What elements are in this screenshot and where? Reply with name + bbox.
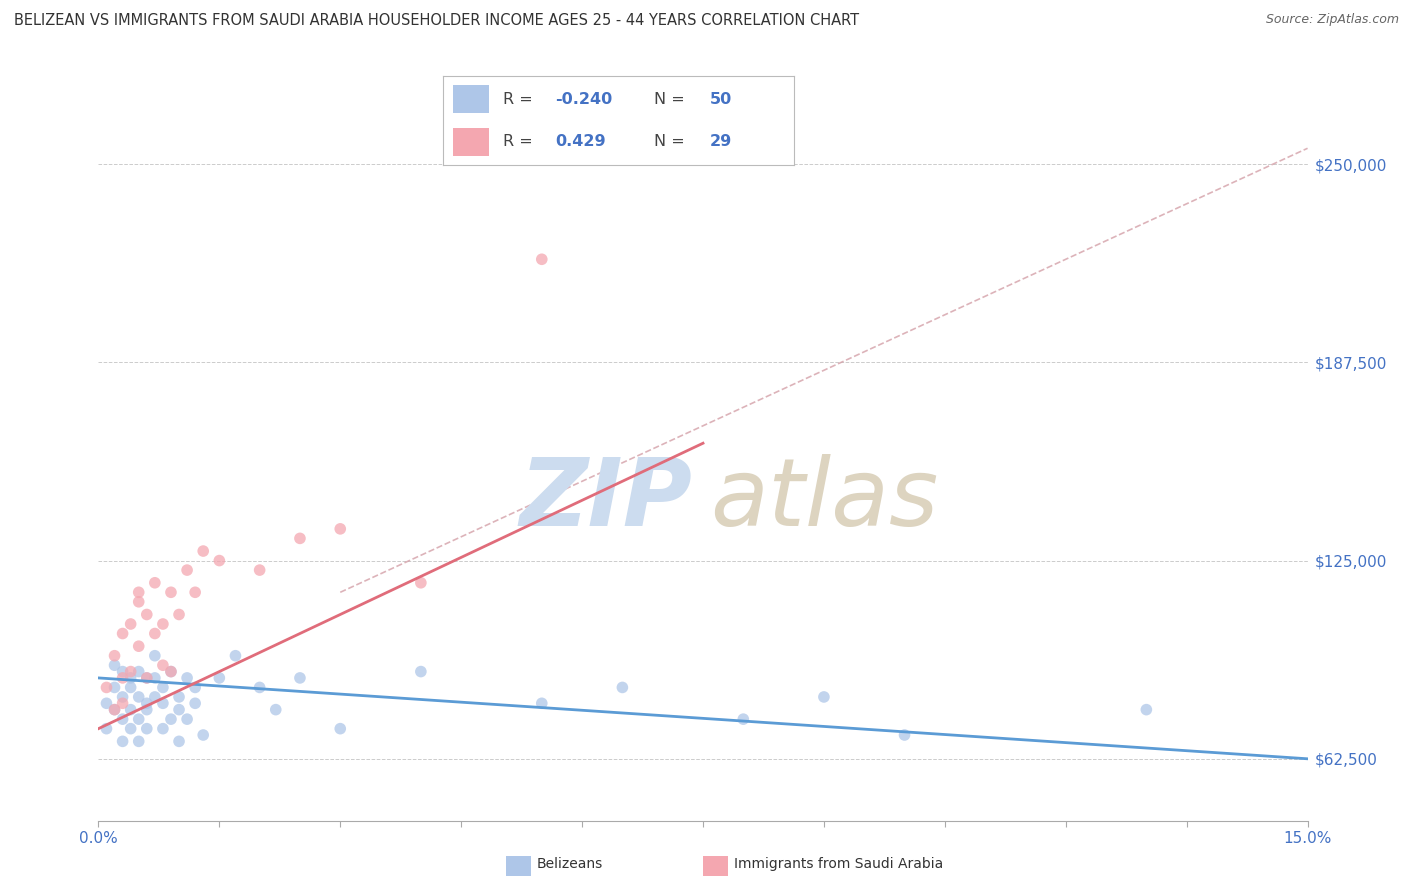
Point	[128, 595, 150, 609]
Point	[193, 728, 215, 742]
Point	[120, 671, 142, 685]
Point	[208, 553, 231, 567]
Point	[530, 252, 553, 267]
Point	[143, 648, 166, 663]
Point	[208, 671, 231, 685]
Point	[167, 703, 190, 717]
Point	[184, 585, 207, 599]
Point	[143, 690, 166, 704]
Bar	[453, 85, 489, 113]
Point	[120, 665, 142, 679]
Point	[111, 734, 134, 748]
Point	[135, 671, 157, 685]
Point	[167, 734, 190, 748]
Point	[249, 681, 271, 695]
Point	[120, 703, 142, 717]
Point	[152, 658, 174, 673]
Point	[612, 681, 634, 695]
Point	[143, 626, 166, 640]
Point	[184, 696, 207, 710]
Text: R =: R =	[503, 135, 537, 149]
Point	[128, 712, 150, 726]
Point	[143, 575, 166, 590]
Text: N =: N =	[654, 135, 690, 149]
Point	[193, 544, 215, 558]
Point	[111, 696, 134, 710]
Point	[103, 703, 125, 717]
Point	[111, 690, 134, 704]
Point	[152, 617, 174, 632]
Point	[176, 563, 198, 577]
Point	[111, 712, 134, 726]
Point	[96, 681, 118, 695]
Text: ZIP: ZIP	[520, 453, 693, 546]
Point	[530, 696, 553, 710]
Text: R =: R =	[503, 92, 537, 106]
Point	[128, 690, 150, 704]
Point	[176, 712, 198, 726]
Point	[152, 722, 174, 736]
Point	[329, 722, 352, 736]
Point	[184, 681, 207, 695]
Point	[143, 671, 166, 685]
Text: -0.240: -0.240	[555, 92, 613, 106]
Point	[120, 722, 142, 736]
Text: Source: ZipAtlas.com: Source: ZipAtlas.com	[1265, 13, 1399, 27]
Point	[128, 639, 150, 653]
Point	[128, 585, 150, 599]
Point	[103, 648, 125, 663]
Point	[893, 728, 915, 742]
Point	[96, 722, 118, 736]
Point	[135, 671, 157, 685]
Point	[111, 665, 134, 679]
Point	[160, 585, 183, 599]
Point	[135, 607, 157, 622]
Text: atlas: atlas	[710, 454, 938, 545]
Point	[120, 617, 142, 632]
Point	[135, 703, 157, 717]
Point	[96, 696, 118, 710]
Point	[264, 703, 287, 717]
Point	[120, 681, 142, 695]
Point	[160, 665, 183, 679]
Point	[135, 696, 157, 710]
Text: N =: N =	[654, 92, 690, 106]
Point	[813, 690, 835, 704]
Point	[111, 626, 134, 640]
Point	[288, 532, 311, 546]
Point	[167, 607, 190, 622]
Bar	[453, 128, 489, 156]
Point	[111, 671, 134, 685]
Point	[224, 648, 246, 663]
Point	[103, 681, 125, 695]
Point	[103, 703, 125, 717]
Text: 50: 50	[710, 92, 733, 106]
Point	[152, 681, 174, 695]
Text: Belizeans: Belizeans	[537, 857, 603, 871]
Point	[135, 722, 157, 736]
Point	[409, 575, 432, 590]
Text: 29: 29	[710, 135, 733, 149]
Point	[409, 665, 432, 679]
Point	[103, 658, 125, 673]
Point	[1135, 703, 1157, 717]
Text: Immigrants from Saudi Arabia: Immigrants from Saudi Arabia	[734, 857, 943, 871]
Point	[128, 665, 150, 679]
Point	[160, 665, 183, 679]
Point	[152, 696, 174, 710]
Point	[329, 522, 352, 536]
Text: 0.429: 0.429	[555, 135, 606, 149]
Point	[288, 671, 311, 685]
Text: BELIZEAN VS IMMIGRANTS FROM SAUDI ARABIA HOUSEHOLDER INCOME AGES 25 - 44 YEARS C: BELIZEAN VS IMMIGRANTS FROM SAUDI ARABIA…	[14, 13, 859, 29]
Point	[160, 712, 183, 726]
Point	[128, 734, 150, 748]
Point	[176, 671, 198, 685]
Point	[167, 690, 190, 704]
Point	[249, 563, 271, 577]
Point	[733, 712, 755, 726]
